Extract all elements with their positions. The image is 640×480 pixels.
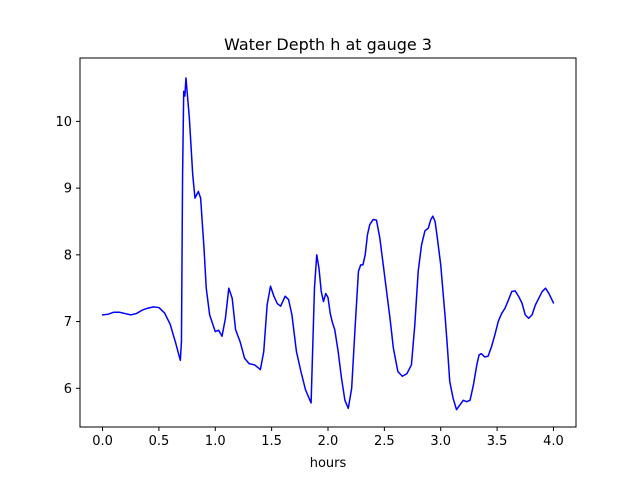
x-tick-label: 1.5 — [261, 434, 282, 449]
y-tick-label: 10 — [55, 115, 72, 130]
x-tick-label: 4.0 — [543, 434, 564, 449]
x-tick-label: 2.5 — [374, 434, 395, 449]
x-axis-label: hours — [310, 456, 347, 471]
x-tick-label: 0.0 — [92, 434, 113, 449]
y-tick-label: 6 — [64, 382, 72, 397]
x-tick-label: 0.5 — [149, 434, 170, 449]
x-tick-label: 1.0 — [205, 434, 226, 449]
series-line-0 — [101, 77, 555, 411]
y-tick-label: 9 — [64, 182, 72, 197]
axes: 0.0 0.5 1.0 1.5 2.0 2.5 3.0 3.5 4.0 6 7 8 9 10 — [55, 57, 577, 449]
y-tick-label: 7 — [64, 315, 72, 330]
chart-title: Water Depth h at gauge 3 — [224, 35, 432, 54]
x-tick-label: 3.0 — [430, 434, 451, 449]
x-tick-label: 3.5 — [487, 434, 508, 449]
plot-area — [101, 77, 555, 411]
x-tick-label: 2.0 — [318, 434, 339, 449]
y-tick-label: 8 — [64, 248, 72, 263]
